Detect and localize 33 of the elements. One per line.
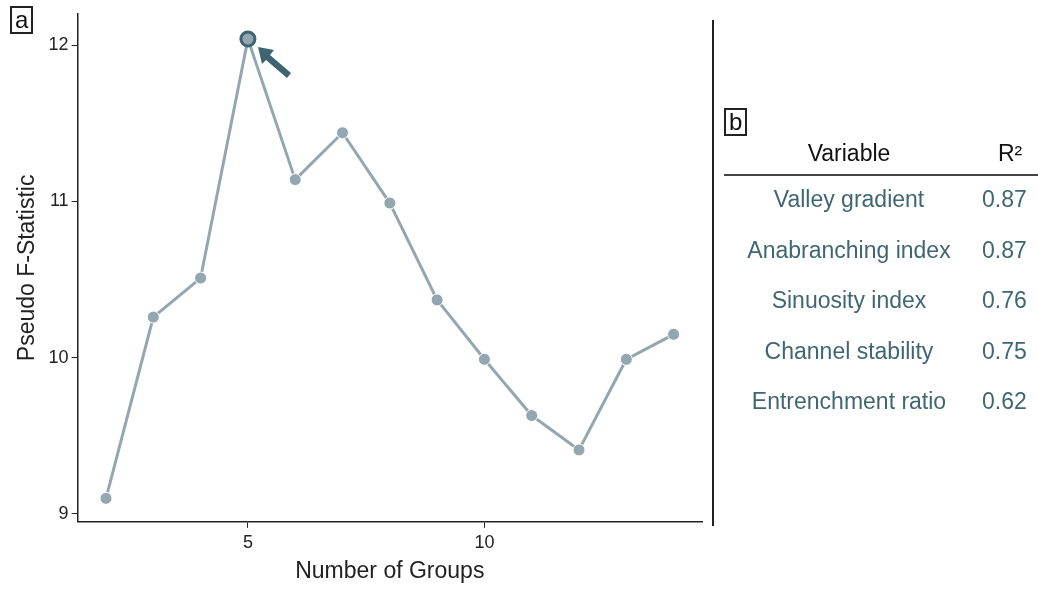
category-label: Sinuosity index xyxy=(770,287,928,314)
point xyxy=(619,352,633,366)
point xyxy=(667,327,681,341)
data-label: 0.87 xyxy=(982,236,1028,264)
point xyxy=(430,293,444,307)
text: Variable xyxy=(806,140,892,167)
point xyxy=(525,409,539,423)
category-label: Entrenchment ratio xyxy=(750,388,948,415)
category-label: Valley gradient xyxy=(772,186,926,213)
point xyxy=(194,271,208,285)
x-tick-label: 5 xyxy=(242,531,253,552)
category-label: Channel stability xyxy=(763,337,935,365)
point xyxy=(336,126,350,140)
point xyxy=(146,310,160,324)
y-tick-label: 12 xyxy=(48,34,69,55)
text: a xyxy=(10,6,34,34)
text: R² xyxy=(998,140,1023,167)
data-label: 0.75 xyxy=(982,337,1028,365)
point xyxy=(477,352,491,366)
data-label: 0.76 xyxy=(982,287,1028,314)
category-label: Anabranching index xyxy=(746,236,952,264)
data-label: 0.87 xyxy=(982,186,1028,213)
y-axis-title: Pseudo F-Statistic xyxy=(13,174,40,362)
point xyxy=(99,491,113,505)
point xyxy=(572,443,586,457)
y-tick-label: 9 xyxy=(58,502,69,523)
data-label: 0.62 xyxy=(982,388,1028,415)
text: b xyxy=(724,108,748,136)
point xyxy=(288,173,302,187)
x-axis-title: Number of Groups xyxy=(295,556,485,583)
point xyxy=(383,196,397,210)
y-tick-label: 11 xyxy=(49,190,69,211)
y-tick-label: 10 xyxy=(48,346,69,367)
